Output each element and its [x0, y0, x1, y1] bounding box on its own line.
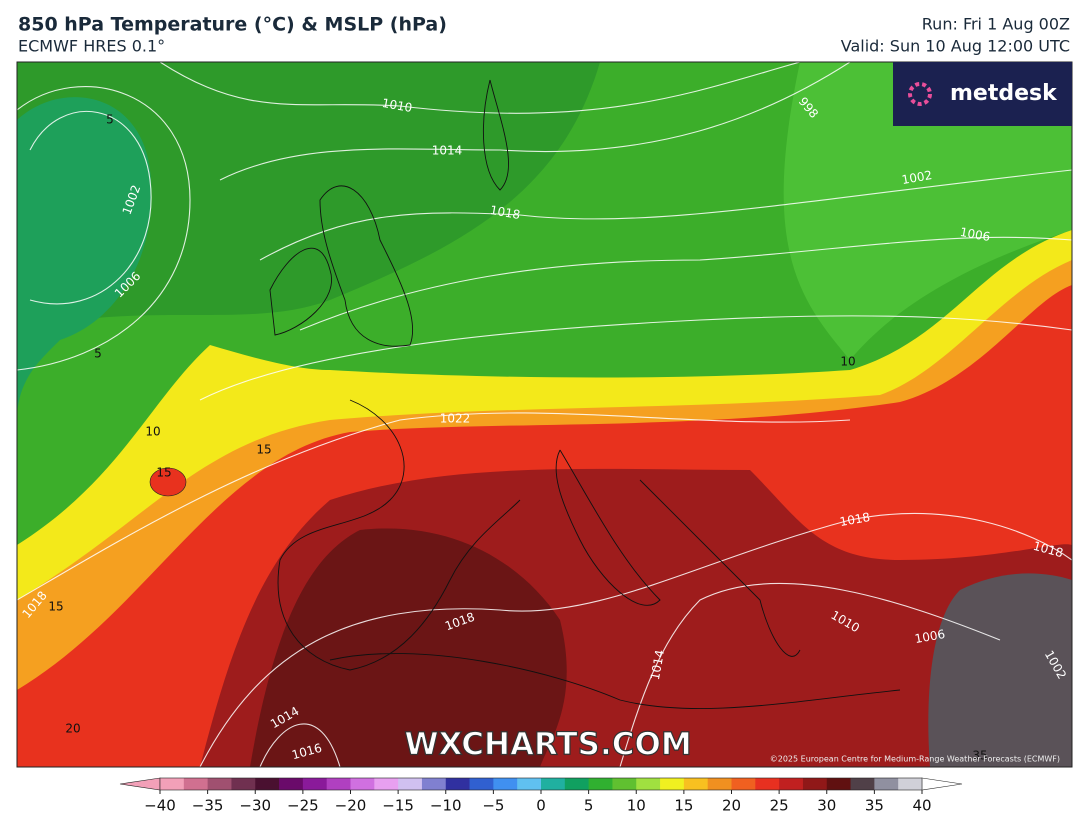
colorbar-segment [683, 778, 709, 790]
logo: metdesk [893, 62, 1072, 126]
colorbar-segment [612, 778, 637, 790]
colorbar-tick-label: 10 [627, 797, 646, 815]
hottest-region [250, 528, 567, 767]
colorbar-tick-label: 5 [584, 797, 594, 815]
colorbar-segment [302, 778, 328, 790]
isobar-label: 1002 [901, 168, 934, 187]
extreme-region [928, 573, 1072, 767]
colorbar-tick-label: −10 [430, 797, 462, 815]
isobars [17, 62, 1072, 767]
warm-pocket [149, 467, 187, 497]
colorbar-segment [898, 778, 923, 790]
colorbar-segment [564, 778, 590, 790]
colorbar-segment [826, 778, 851, 790]
colorbar-segment [255, 778, 280, 790]
map-frame [16, 61, 1073, 768]
title: 850 hPa Temperature (°C) & MSLP (hPa) [18, 14, 447, 36]
colorbar-segment [707, 778, 732, 790]
subtitle: ECMWF HRES 0.1° [18, 37, 165, 56]
colorbar-segment [374, 778, 399, 790]
logo-box [893, 62, 1072, 126]
isobar-label: 1022 [440, 412, 471, 426]
colorbar-tick-label: −35 [192, 797, 224, 815]
colorbar-tick-label: −20 [335, 797, 367, 815]
colorbar-segment [660, 778, 685, 790]
isotherm-label: 5 [106, 113, 114, 127]
colorbar-segment [517, 778, 542, 790]
colorbar-tick-label: 30 [817, 797, 836, 815]
colorbar-segment [469, 778, 494, 790]
isotherm-label: 10 [840, 355, 855, 369]
logo-icon [908, 82, 932, 106]
colorbar-end [921, 777, 963, 791]
colorbar-segment [874, 778, 899, 790]
logo-text: metdesk [950, 81, 1058, 106]
colorbar-tick-label: −25 [287, 797, 319, 815]
colorbar-segment [326, 778, 351, 790]
run-time: Run: Fri 1 Aug 00Z [922, 15, 1070, 34]
colorbar-segment [731, 778, 756, 790]
colorbar-tick-label: −40 [144, 797, 176, 815]
colorbar-tick-label: 25 [770, 797, 789, 815]
colorbar-tick-label: 15 [674, 797, 693, 815]
isobar-label: 1006 [959, 225, 992, 244]
colorbar-segment [493, 778, 518, 790]
isobar-label: 1018 [489, 203, 522, 222]
colorbar-segment [207, 778, 232, 790]
colorbar-segment [160, 778, 185, 790]
colorbar-segment [231, 778, 256, 790]
colorbar-tick-label: 0 [536, 797, 546, 815]
copyright: ©2025 European Centre for Medium-Range W… [770, 755, 1060, 764]
colorbar-tick-label: 35 [865, 797, 884, 815]
colorbar-segment [850, 778, 875, 790]
colorbar-tick-label: −15 [382, 797, 414, 815]
isobar-label: 1018 [839, 510, 872, 529]
colorbar-segment [588, 778, 613, 790]
colorbar-segment [779, 778, 804, 790]
colorbar-segment [350, 778, 375, 790]
coastlines [269, 79, 901, 709]
isotherm-label: 5 [94, 347, 102, 361]
isotherm-label: 15 [156, 466, 171, 480]
colorbar-tick-label: 40 [912, 797, 931, 815]
valid-time: Valid: Sun 10 Aug 12:00 UTC [841, 37, 1070, 56]
isotherm-label: 10 [145, 425, 160, 439]
colorbar: −40 −35 −30 −25 −20 −15 −10 −5 0 5 10 15 20 25 30 35 40 [119, 777, 963, 815]
colorbar-segment [398, 778, 423, 790]
isobar-label: 1014 [432, 144, 463, 158]
colorbar-segment [755, 778, 780, 790]
east-region [783, 62, 1072, 360]
colorbar-segment [445, 778, 470, 790]
isotherm-label: 35 [972, 749, 987, 763]
colorbar-segment [279, 778, 304, 790]
colorbar-segment [183, 778, 209, 790]
watermark: WXCHARTS.COM [404, 727, 691, 763]
isotherm-label: 15 [48, 600, 63, 614]
colorbar-segment [636, 778, 661, 790]
cold-core [17, 97, 152, 421]
map [17, 62, 1072, 767]
isotherm-label: 15 [256, 443, 271, 457]
isobar-label: 1010 [381, 96, 414, 115]
colorbar-segment [802, 778, 828, 790]
colorbar-tick-label: 20 [722, 797, 741, 815]
isobar-label: 1014 [648, 649, 667, 682]
colorbar-tick-label: −30 [239, 797, 271, 815]
cool-region [17, 62, 600, 330]
isotherm-label: 20 [65, 722, 80, 736]
isobar-label: 1006 [914, 627, 947, 646]
colorbar-segment [541, 778, 566, 790]
colorbar-end [119, 777, 161, 791]
colorbar-tick-label: −5 [482, 797, 504, 815]
colorbar-segment [421, 778, 447, 790]
